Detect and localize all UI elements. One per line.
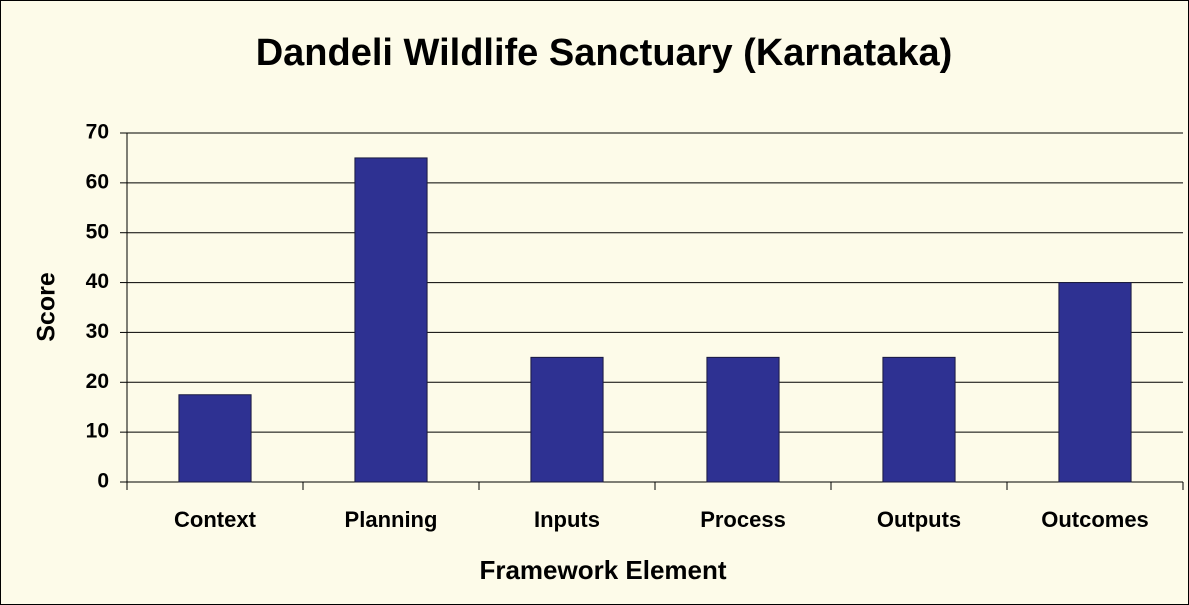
x-tick-label: Outcomes — [1041, 507, 1149, 532]
bar — [882, 356, 956, 483]
x-tick-label: Process — [700, 507, 786, 532]
y-tick-label: 10 — [86, 420, 109, 443]
chart-title: Dandeli Wildlife Sanctuary (Karnataka) — [256, 32, 953, 74]
x-axis-title: Framework Element — [479, 555, 726, 585]
x-tick-label: Inputs — [534, 507, 600, 532]
bar — [354, 157, 428, 483]
bar — [530, 356, 604, 483]
y-tick-label: 60 — [86, 170, 109, 193]
y-axis-title: Score — [33, 272, 61, 342]
bar — [178, 394, 252, 483]
y-tick-label: 20 — [86, 370, 109, 393]
y-tick-label: 50 — [86, 220, 109, 243]
y-tick-label: 0 — [97, 470, 109, 493]
bar — [1058, 282, 1132, 483]
y-tick-label: 70 — [86, 121, 109, 144]
x-tick-label: Planning — [345, 507, 438, 532]
x-tick-label: Context — [174, 507, 257, 532]
bar — [706, 356, 780, 483]
x-tick-label: Outputs — [877, 507, 961, 532]
y-tick-label: 30 — [86, 320, 109, 343]
y-tick-label: 40 — [86, 270, 109, 293]
